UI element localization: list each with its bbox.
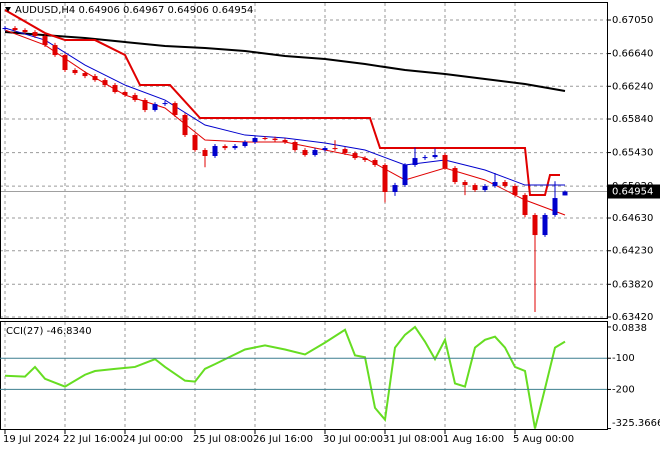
candle-body bbox=[262, 138, 268, 139]
candle-body bbox=[442, 155, 448, 169]
indicator-line bbox=[4, 31, 566, 93]
x-tick-label: 22 Jul 16:00 bbox=[63, 434, 123, 445]
x-tick-label: 31 Jul 08:00 bbox=[383, 434, 443, 445]
candle-body bbox=[302, 150, 308, 156]
price-box-label: 0.64954 bbox=[612, 187, 653, 198]
y2-tick-label: -200 bbox=[612, 384, 635, 395]
candle-body bbox=[462, 182, 468, 186]
candle-body bbox=[542, 214, 548, 236]
chart-title: AUDUSD,H4 0.64906 0.64967 0.64906 0.6495… bbox=[15, 5, 253, 16]
candle-body bbox=[522, 195, 528, 215]
x-tick-label: 30 Jul 00:00 bbox=[323, 434, 383, 445]
candle-body bbox=[72, 70, 78, 74]
x-tick-label: 1 Aug 16:00 bbox=[443, 434, 504, 445]
candle-body bbox=[232, 146, 238, 149]
candle-body bbox=[352, 153, 358, 159]
candle-body bbox=[282, 140, 288, 143]
y-tick-label: 0.65430 bbox=[612, 148, 653, 159]
candle-body bbox=[362, 158, 368, 161]
x-tick-label: 19 Jul 2024 bbox=[3, 434, 60, 445]
candle-body bbox=[242, 142, 248, 147]
candle-body bbox=[122, 92, 128, 96]
y-tick-label: 0.67050 bbox=[612, 15, 653, 26]
x-tick-label: 26 Jul 16:00 bbox=[253, 434, 313, 445]
candle-body bbox=[452, 168, 458, 183]
candle-body bbox=[132, 95, 138, 101]
candle-body bbox=[212, 146, 218, 156]
x-tick-label: 5 Aug 00:00 bbox=[513, 434, 574, 445]
indicator-line bbox=[4, 9, 560, 197]
header-arrow bbox=[5, 7, 11, 12]
candle-body bbox=[422, 157, 428, 159]
candle-body bbox=[382, 165, 388, 192]
candle-body bbox=[512, 186, 518, 196]
candle-body bbox=[372, 160, 378, 165]
candle-body bbox=[342, 149, 348, 154]
candle-body bbox=[402, 165, 408, 186]
candle-body bbox=[272, 138, 278, 141]
y2-tick-label: 0.0838 bbox=[612, 323, 647, 334]
y-tick-label: 0.64630 bbox=[612, 213, 653, 224]
x-tick-label: 25 Jul 08:00 bbox=[193, 434, 253, 445]
candle-body bbox=[112, 85, 118, 93]
y-tick-label: 0.66240 bbox=[612, 81, 653, 92]
candle-body bbox=[12, 28, 18, 30]
candle-body bbox=[552, 198, 558, 215]
candle-body bbox=[202, 150, 208, 156]
indicator-line bbox=[4, 27, 565, 186]
candle-body bbox=[142, 100, 148, 111]
candle-body bbox=[172, 103, 178, 116]
candle-body bbox=[42, 36, 48, 46]
candle-body bbox=[162, 103, 168, 105]
candle-body bbox=[62, 55, 68, 71]
candle-body bbox=[252, 138, 258, 143]
candle-body bbox=[432, 155, 438, 158]
x-tick-label: 24 Jul 00:00 bbox=[123, 434, 183, 445]
candle-body bbox=[2, 28, 8, 30]
candle-body bbox=[472, 185, 478, 191]
candle-body bbox=[412, 158, 418, 165]
candle-body bbox=[82, 73, 88, 77]
y-tick-label: 0.64230 bbox=[612, 246, 653, 257]
candle-body bbox=[292, 142, 298, 151]
candle-body bbox=[332, 148, 338, 150]
candle-body bbox=[192, 135, 198, 151]
y-tick-label: 0.65840 bbox=[612, 114, 653, 125]
candle-body bbox=[532, 214, 538, 236]
y2-tick-label: -100 bbox=[612, 353, 635, 364]
marks bbox=[2, 9, 568, 429]
y-tick-label: 0.66640 bbox=[612, 49, 653, 60]
candle-body bbox=[502, 182, 508, 187]
cci-panel-frame bbox=[0, 321, 608, 430]
candle-body bbox=[482, 186, 488, 191]
candle-body bbox=[22, 30, 28, 33]
candle-body bbox=[182, 115, 188, 136]
candle-body bbox=[152, 104, 158, 111]
candle-body bbox=[52, 45, 58, 56]
y2-tick-label: -325.3666 bbox=[612, 418, 660, 429]
y-tick-label: 0.63820 bbox=[612, 279, 653, 290]
candle-body bbox=[32, 32, 38, 37]
candle-body bbox=[392, 185, 398, 192]
candle-body bbox=[102, 80, 108, 86]
cci-title: CCI(27) -46.8340 bbox=[6, 326, 92, 337]
candle-body bbox=[562, 191, 568, 196]
candle-body bbox=[322, 148, 328, 151]
indicator-line bbox=[4, 325, 566, 429]
price-panel-frame bbox=[0, 2, 608, 319]
candle-body bbox=[222, 146, 228, 149]
candle-body bbox=[312, 150, 318, 156]
candle-body bbox=[492, 182, 498, 187]
price-box bbox=[608, 184, 660, 199]
y-tick-label: 0.63420 bbox=[612, 312, 653, 323]
candle-body bbox=[92, 76, 98, 81]
